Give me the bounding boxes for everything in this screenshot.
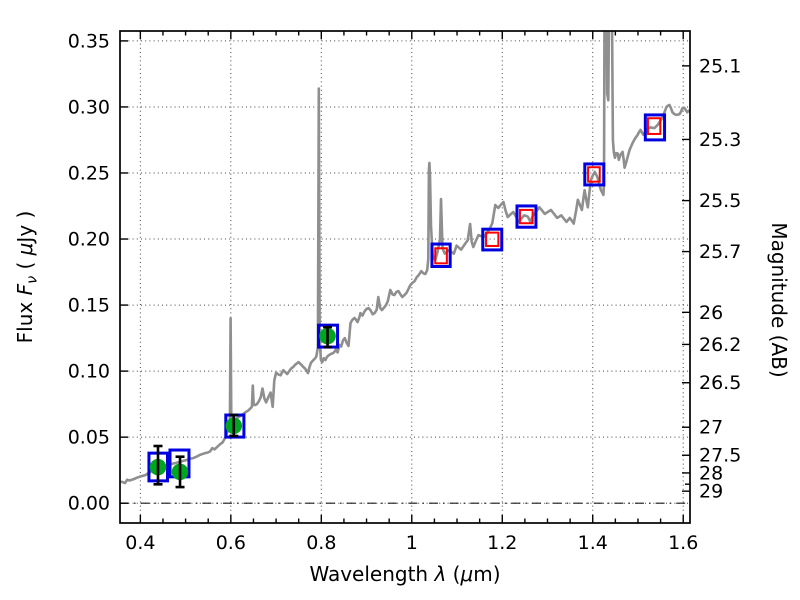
x-tick-label: 1 — [406, 532, 418, 554]
x-tick-label: 1.4 — [578, 532, 608, 554]
y-left-tick-label: 0.00 — [68, 493, 110, 515]
mag-tick-label: 28 — [699, 462, 723, 484]
mag-tick-label: 27 — [699, 417, 723, 439]
error-bar — [323, 325, 333, 349]
x-tick-label: 0.4 — [125, 532, 155, 554]
tick-labels-layer: 0.4 0.6 0.8 1 1.2 1.4 1.6 0.00 0.05 0.10 0.15 0.20 0… — [68, 30, 742, 554]
model-photometry-box — [515, 204, 538, 229]
model-photometry-box — [583, 162, 606, 187]
mag-tick-label: 25.7 — [699, 241, 741, 263]
template-photometry-box — [518, 208, 534, 225]
mag-tick-label: 25.1 — [699, 55, 741, 77]
mag-tick-label: 29 — [699, 481, 723, 503]
error-bar — [175, 455, 185, 489]
error-bar — [229, 413, 239, 438]
model-photometry-box — [643, 113, 667, 142]
template-photometry-layer — [434, 117, 662, 265]
model-photometry-box — [430, 242, 452, 268]
y-axis-label-magnitude: Magnitude (AB) — [767, 222, 791, 377]
mag-tick-label: 26.2 — [699, 334, 741, 356]
model-photometry-box — [481, 227, 504, 252]
mag-tick-label: 25.3 — [699, 129, 741, 151]
x-tick-label: 1.2 — [487, 532, 517, 554]
y-axis-label-flux: Flux Fν ( μJy ) — [13, 211, 41, 344]
x-tick-label: 0.8 — [306, 532, 336, 554]
mag-tick-label: 26 — [699, 302, 723, 324]
template-photometry-box — [646, 117, 662, 135]
observed-photometry-layer — [149, 325, 336, 489]
mag-tick-label: 26.5 — [699, 372, 741, 394]
mag-tick-label: 27.5 — [699, 445, 741, 467]
template-photometry-box — [485, 231, 500, 247]
y-left-tick-label: 0.35 — [68, 30, 110, 52]
mag-tick-label: 25.5 — [699, 190, 741, 212]
x-axis-label: Wavelength λ (μm) — [309, 562, 500, 586]
y-left-tick-label: 0.25 — [68, 162, 110, 184]
y-left-tick-label: 0.05 — [68, 427, 110, 449]
y-left-tick-label: 0.15 — [68, 295, 110, 317]
y-left-tick-label: 0.20 — [68, 229, 110, 251]
x-tick-label: 1.6 — [668, 532, 698, 554]
template-photometry-box — [434, 247, 448, 265]
y-left-tick-label: 0.10 — [68, 361, 110, 383]
ticks-layer — [120, 31, 690, 523]
model-spectrum-line — [120, 31, 690, 485]
plot-frame — [119, 30, 691, 524]
x-tick-label: 0.6 — [216, 532, 246, 554]
y-left-tick-label: 0.30 — [68, 96, 110, 118]
template-photometry-box — [587, 166, 601, 183]
error-bar — [153, 444, 163, 486]
